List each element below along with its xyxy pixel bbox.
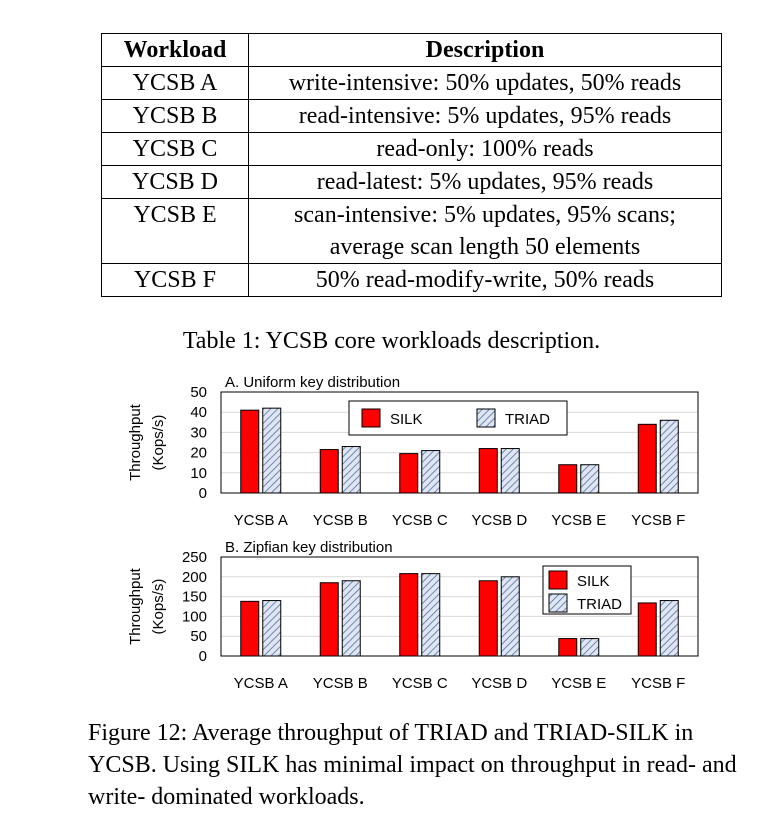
y-tick-label: 40 xyxy=(190,404,207,421)
y-tick-label: 150 xyxy=(182,589,207,606)
bar-triad xyxy=(580,638,600,657)
workload-table: Workload Description YCSB A write-intens… xyxy=(101,33,722,297)
legend-label: TRIAD xyxy=(577,596,622,613)
y-axis-label: Throughput xyxy=(127,567,144,645)
workload-cell: YCSB F xyxy=(101,263,249,297)
bar-silk xyxy=(637,602,657,657)
legend-swatch-triad xyxy=(548,593,568,613)
x-tick-label: YCSB A xyxy=(234,512,288,529)
bar-triad xyxy=(341,580,361,657)
bar-triad xyxy=(262,600,282,657)
x-tick-label: YCSB B xyxy=(313,675,368,692)
bar-silk xyxy=(319,582,339,657)
bar-silk xyxy=(319,449,339,494)
table-header-row: Workload Description xyxy=(101,33,722,67)
chart-title: A. Uniform key distribution xyxy=(225,374,400,391)
x-tick-label: YCSB B xyxy=(313,512,368,529)
x-tick-label: YCSB D xyxy=(471,675,527,692)
workload-cell: YCSB A xyxy=(101,66,249,100)
bar-triad xyxy=(421,573,441,657)
y-tick-label: 0 xyxy=(199,648,207,665)
description-cell: read-latest: 5% updates, 95% reads xyxy=(248,165,722,199)
y-tick-label: 100 xyxy=(182,608,207,625)
y-axis-label: (Kops/s) xyxy=(150,415,167,471)
bar-silk xyxy=(399,573,419,657)
legend-label: SILK xyxy=(390,411,423,428)
bar-triad xyxy=(500,576,520,657)
description-cell: read-intensive: 5% updates, 95% reads xyxy=(248,99,722,133)
y-tick-label: 200 xyxy=(182,569,207,586)
y-tick-label: 30 xyxy=(190,424,207,441)
header-workload: Workload xyxy=(101,33,249,67)
table-row: YCSB D read-latest: 5% updates, 95% read… xyxy=(101,165,722,199)
description-line: average scan length 50 elements xyxy=(329,234,641,260)
y-axis-label: (Kops/s) xyxy=(150,579,167,635)
bar-triad xyxy=(421,450,441,494)
description-cell: 50% read-modify-write, 50% reads xyxy=(248,263,722,297)
y-tick-label: 0 xyxy=(199,485,207,502)
table-row: YCSB F 50% read-modify-write, 50% reads xyxy=(101,263,722,297)
y-axis-label: Throughput xyxy=(127,403,144,481)
plot-area xyxy=(220,556,699,657)
bar-silk xyxy=(558,638,578,657)
chart-panel-uniform: 0 10 20 30 40 50 Throughput (Kops/s) A. Uniform … xyxy=(127,374,699,529)
legend-swatch-triad xyxy=(476,408,496,428)
bar-silk xyxy=(399,453,419,494)
header-description: Description xyxy=(248,33,722,67)
table-row: YCSB B read-intensive: 5% updates, 95% r… xyxy=(101,99,722,133)
x-tick-label: YCSB C xyxy=(392,512,448,529)
description-line: scan-intensive: 5% updates, 95% scans; xyxy=(294,202,676,228)
bar-silk xyxy=(240,409,260,494)
legend-swatch-silk xyxy=(548,570,568,590)
bar-triad xyxy=(580,464,600,494)
y-tick-label: 250 xyxy=(182,549,207,566)
y-tick-label: 20 xyxy=(190,445,207,462)
y-tick-label: 10 xyxy=(190,465,207,482)
y-tick-label: 50 xyxy=(190,628,207,645)
table-caption: Table 1: YCSB core workloads description… xyxy=(182,328,601,354)
legend-label: TRIAD xyxy=(505,411,550,428)
x-tick-label: YCSB A xyxy=(234,675,288,692)
legend-label: SILK xyxy=(577,573,610,590)
workload-cell: YCSB E xyxy=(101,198,249,264)
figure-caption: Figure 12: Average throughput of TRIAD a… xyxy=(88,720,737,810)
bar-silk xyxy=(558,464,578,494)
bar-silk xyxy=(478,580,498,657)
description-cell: scan-intensive: 5% updates, 95% scans; a… xyxy=(248,198,722,264)
x-tick-label: YCSB F xyxy=(631,675,685,692)
x-tick-label: YCSB F xyxy=(631,512,685,529)
bar-triad xyxy=(659,600,679,657)
bar-triad xyxy=(341,446,361,494)
x-tick-label: YCSB D xyxy=(471,512,527,529)
x-tick-label: YCSB C xyxy=(392,675,448,692)
legend-swatch-silk xyxy=(361,408,381,428)
legend-box xyxy=(348,400,568,436)
bar-silk xyxy=(240,600,260,657)
bar-silk xyxy=(637,423,657,494)
chart-title: B. Zipfian key distribution xyxy=(225,539,393,556)
chart-panel-zipfian: 0 50 100 150 200 250 Throughput (Kops/s) B. Zipf… xyxy=(127,539,699,692)
y-tick-label: 50 xyxy=(190,384,207,401)
bar-triad xyxy=(500,448,520,494)
bar-triad xyxy=(659,419,679,494)
x-tick-label: YCSB E xyxy=(551,512,606,529)
table-row: YCSB E scan-intensive: 5% updates, 95% s… xyxy=(101,198,722,264)
plot-area xyxy=(220,391,699,494)
bar-silk xyxy=(478,448,498,494)
bar-triad xyxy=(262,407,282,494)
x-tick-label: YCSB E xyxy=(551,675,606,692)
